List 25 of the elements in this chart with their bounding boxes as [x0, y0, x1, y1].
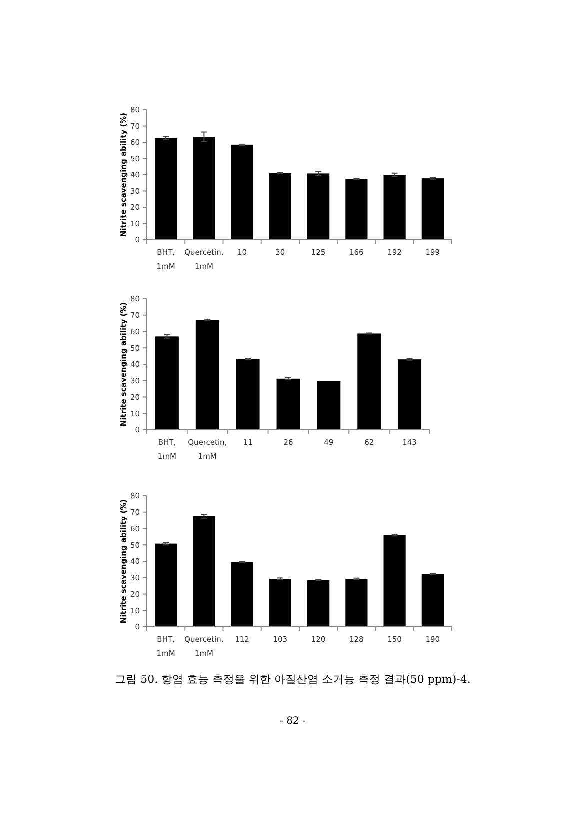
bar — [317, 381, 341, 430]
bar — [155, 336, 179, 430]
bar — [346, 579, 368, 627]
text: - 82 - — [280, 716, 306, 727]
bar — [236, 359, 260, 430]
bar — [422, 178, 444, 240]
bar — [231, 562, 254, 627]
bar — [398, 360, 422, 430]
bar — [231, 144, 254, 240]
bar — [155, 544, 178, 627]
caption: 그림 50. 항염 효능 측정을 위한 아질산염 소거능 측정 결과(50 ppm)-4. — [115, 673, 471, 686]
bar — [358, 334, 382, 430]
bar — [308, 174, 330, 240]
bar — [276, 378, 300, 430]
bar — [346, 179, 368, 240]
bar — [155, 138, 178, 240]
bar — [384, 175, 406, 240]
bar — [422, 574, 444, 627]
bar — [269, 579, 292, 627]
bar — [384, 535, 406, 627]
bar — [196, 320, 220, 430]
bar — [193, 137, 216, 240]
bar — [269, 173, 292, 240]
bar — [308, 580, 330, 627]
bar — [193, 516, 216, 627]
